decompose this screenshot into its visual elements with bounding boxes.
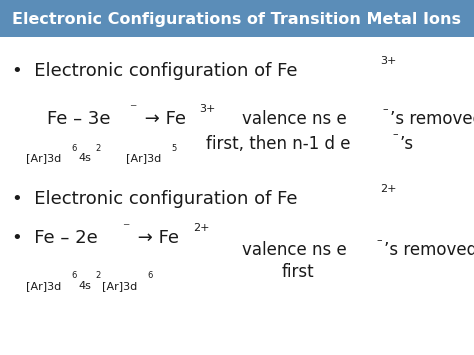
Text: ’s removed: ’s removed (390, 110, 474, 128)
Text: 2: 2 (95, 143, 100, 153)
Text: ’s removed: ’s removed (384, 241, 474, 259)
Text: first: first (282, 263, 315, 280)
Text: •  Electronic configuration of Fe: • Electronic configuration of Fe (12, 190, 297, 208)
Text: ’s: ’s (400, 135, 414, 153)
Text: •  Fe – 2e: • Fe – 2e (12, 229, 98, 247)
Bar (0, 0, 474, 37)
Text: 2+: 2+ (192, 223, 209, 233)
Text: Fe – 3e: Fe – 3e (47, 110, 111, 128)
Text: first, then n-1 d e: first, then n-1 d e (206, 135, 351, 153)
Text: 6: 6 (147, 271, 153, 280)
Text: → Fe: → Fe (139, 110, 186, 128)
Text: 3+: 3+ (200, 104, 216, 114)
Text: valence ns e: valence ns e (242, 241, 346, 259)
Text: ⁻: ⁻ (122, 221, 130, 235)
Text: –: – (392, 129, 398, 139)
Text: 6: 6 (72, 271, 77, 280)
Text: 2+: 2+ (380, 184, 397, 194)
Text: 4s: 4s (79, 153, 91, 163)
Text: Electronic Configurations of Transition Metal Ions: Electronic Configurations of Transition … (12, 12, 462, 27)
Text: [Ar]3d: [Ar]3d (126, 153, 161, 163)
Text: –: – (377, 235, 383, 245)
Text: [Ar]3d: [Ar]3d (26, 281, 61, 291)
Text: 4s: 4s (79, 281, 91, 291)
Text: ⁻: ⁻ (129, 102, 137, 116)
Text: [Ar]3d: [Ar]3d (26, 153, 61, 163)
Text: 6: 6 (72, 143, 77, 153)
Text: 2: 2 (95, 271, 100, 280)
Text: –: – (383, 104, 389, 114)
Text: 5: 5 (171, 143, 176, 153)
Text: 3+: 3+ (380, 56, 397, 66)
Text: [Ar]3d: [Ar]3d (102, 281, 137, 291)
Text: •  Electronic configuration of Fe: • Electronic configuration of Fe (12, 62, 297, 80)
Text: valence ns e: valence ns e (220, 110, 346, 128)
Text: → Fe: → Fe (132, 229, 179, 247)
